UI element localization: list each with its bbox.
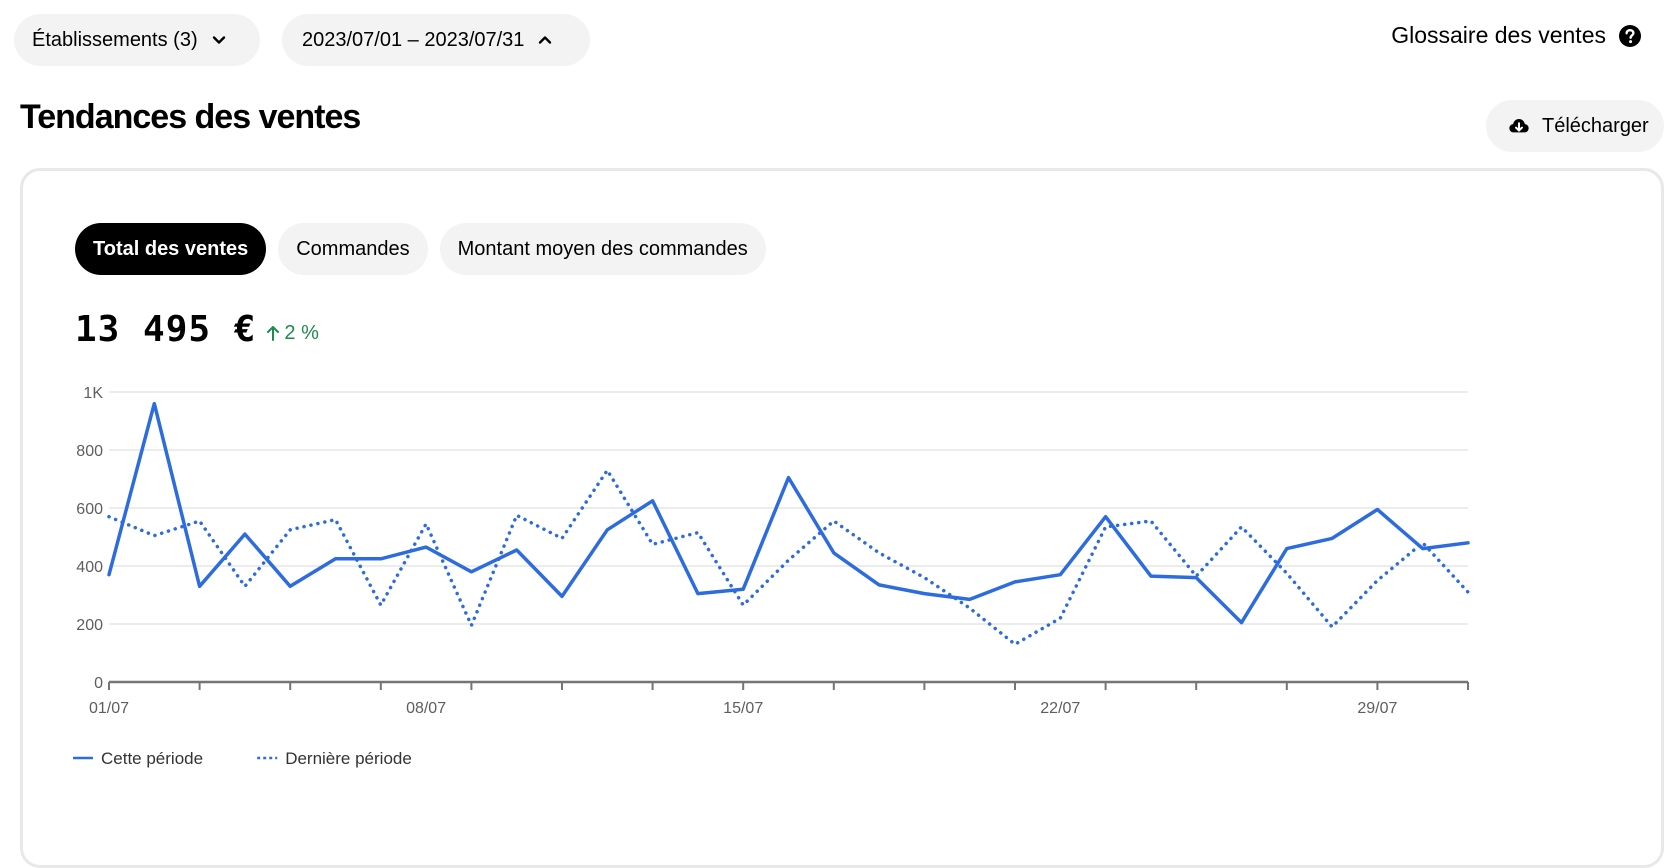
sales-glossary-link[interactable]: Glossaire des ventes (1391, 22, 1642, 49)
date-range-filter[interactable]: 2023/07/01 – 2023/07/31 (282, 14, 590, 66)
establishments-filter[interactable]: Établissements (3) (14, 14, 260, 66)
arrow-up-icon (267, 326, 280, 341)
download-button[interactable]: Télécharger (1486, 100, 1664, 152)
tab-average-order-amount[interactable]: Montant moyen des commandes (439, 223, 766, 275)
chevron-up-icon (539, 36, 552, 44)
y-tick-label: 0 (94, 675, 103, 692)
sales-trend-chart: 0 200 400 600 800 1K 01/07 08/07 15/07 22/07 29/07… (73, 385, 1470, 768)
tab-total-sales[interactable]: Total des ventes (75, 223, 267, 275)
help-icon (1619, 24, 1641, 47)
sales-delta-value: 2 % (284, 321, 319, 344)
legend-label: Cette période (101, 749, 203, 768)
total-sales-summary: 13 495 € 2 % (75, 309, 319, 350)
sales-trend-card: Total des ventes Commandes Montant moyen… (20, 168, 1664, 868)
tab-orders[interactable]: Commandes (278, 223, 428, 275)
x-tick-label: 01/07 (89, 700, 129, 717)
total-sales-value: 13 495 € (75, 309, 257, 350)
series-line-this-period (107, 401, 1470, 625)
y-tick-label: 400 (76, 559, 103, 576)
metric-tabs: Total des ventes Commandes Montant moyen… (75, 223, 766, 275)
sales-glossary-label: Glossaire des ventes (1391, 22, 1606, 48)
x-tick-label: 22/07 (1040, 700, 1080, 717)
establishments-filter-label: Établissements (3) (32, 28, 198, 51)
download-label: Télécharger (1542, 114, 1649, 137)
page-title: Tendances des ventes (20, 98, 361, 136)
sales-delta: 2 % (266, 321, 319, 345)
y-tick-label: 1K (83, 385, 103, 402)
cloud-download-icon (1509, 119, 1529, 133)
y-tick-label: 800 (76, 443, 103, 460)
y-tick-label: 200 (76, 617, 103, 634)
date-range-label: 2023/07/01 – 2023/07/31 (302, 28, 525, 51)
legend-label: Dernière période (285, 749, 412, 768)
y-tick-label: 600 (76, 501, 103, 518)
series-line-previous-period (107, 468, 1470, 647)
x-tick-label: 29/07 (1357, 700, 1397, 717)
x-tick-label: 15/07 (723, 700, 763, 717)
x-tick-label: 08/07 (406, 700, 446, 717)
chevron-down-icon (212, 36, 225, 44)
